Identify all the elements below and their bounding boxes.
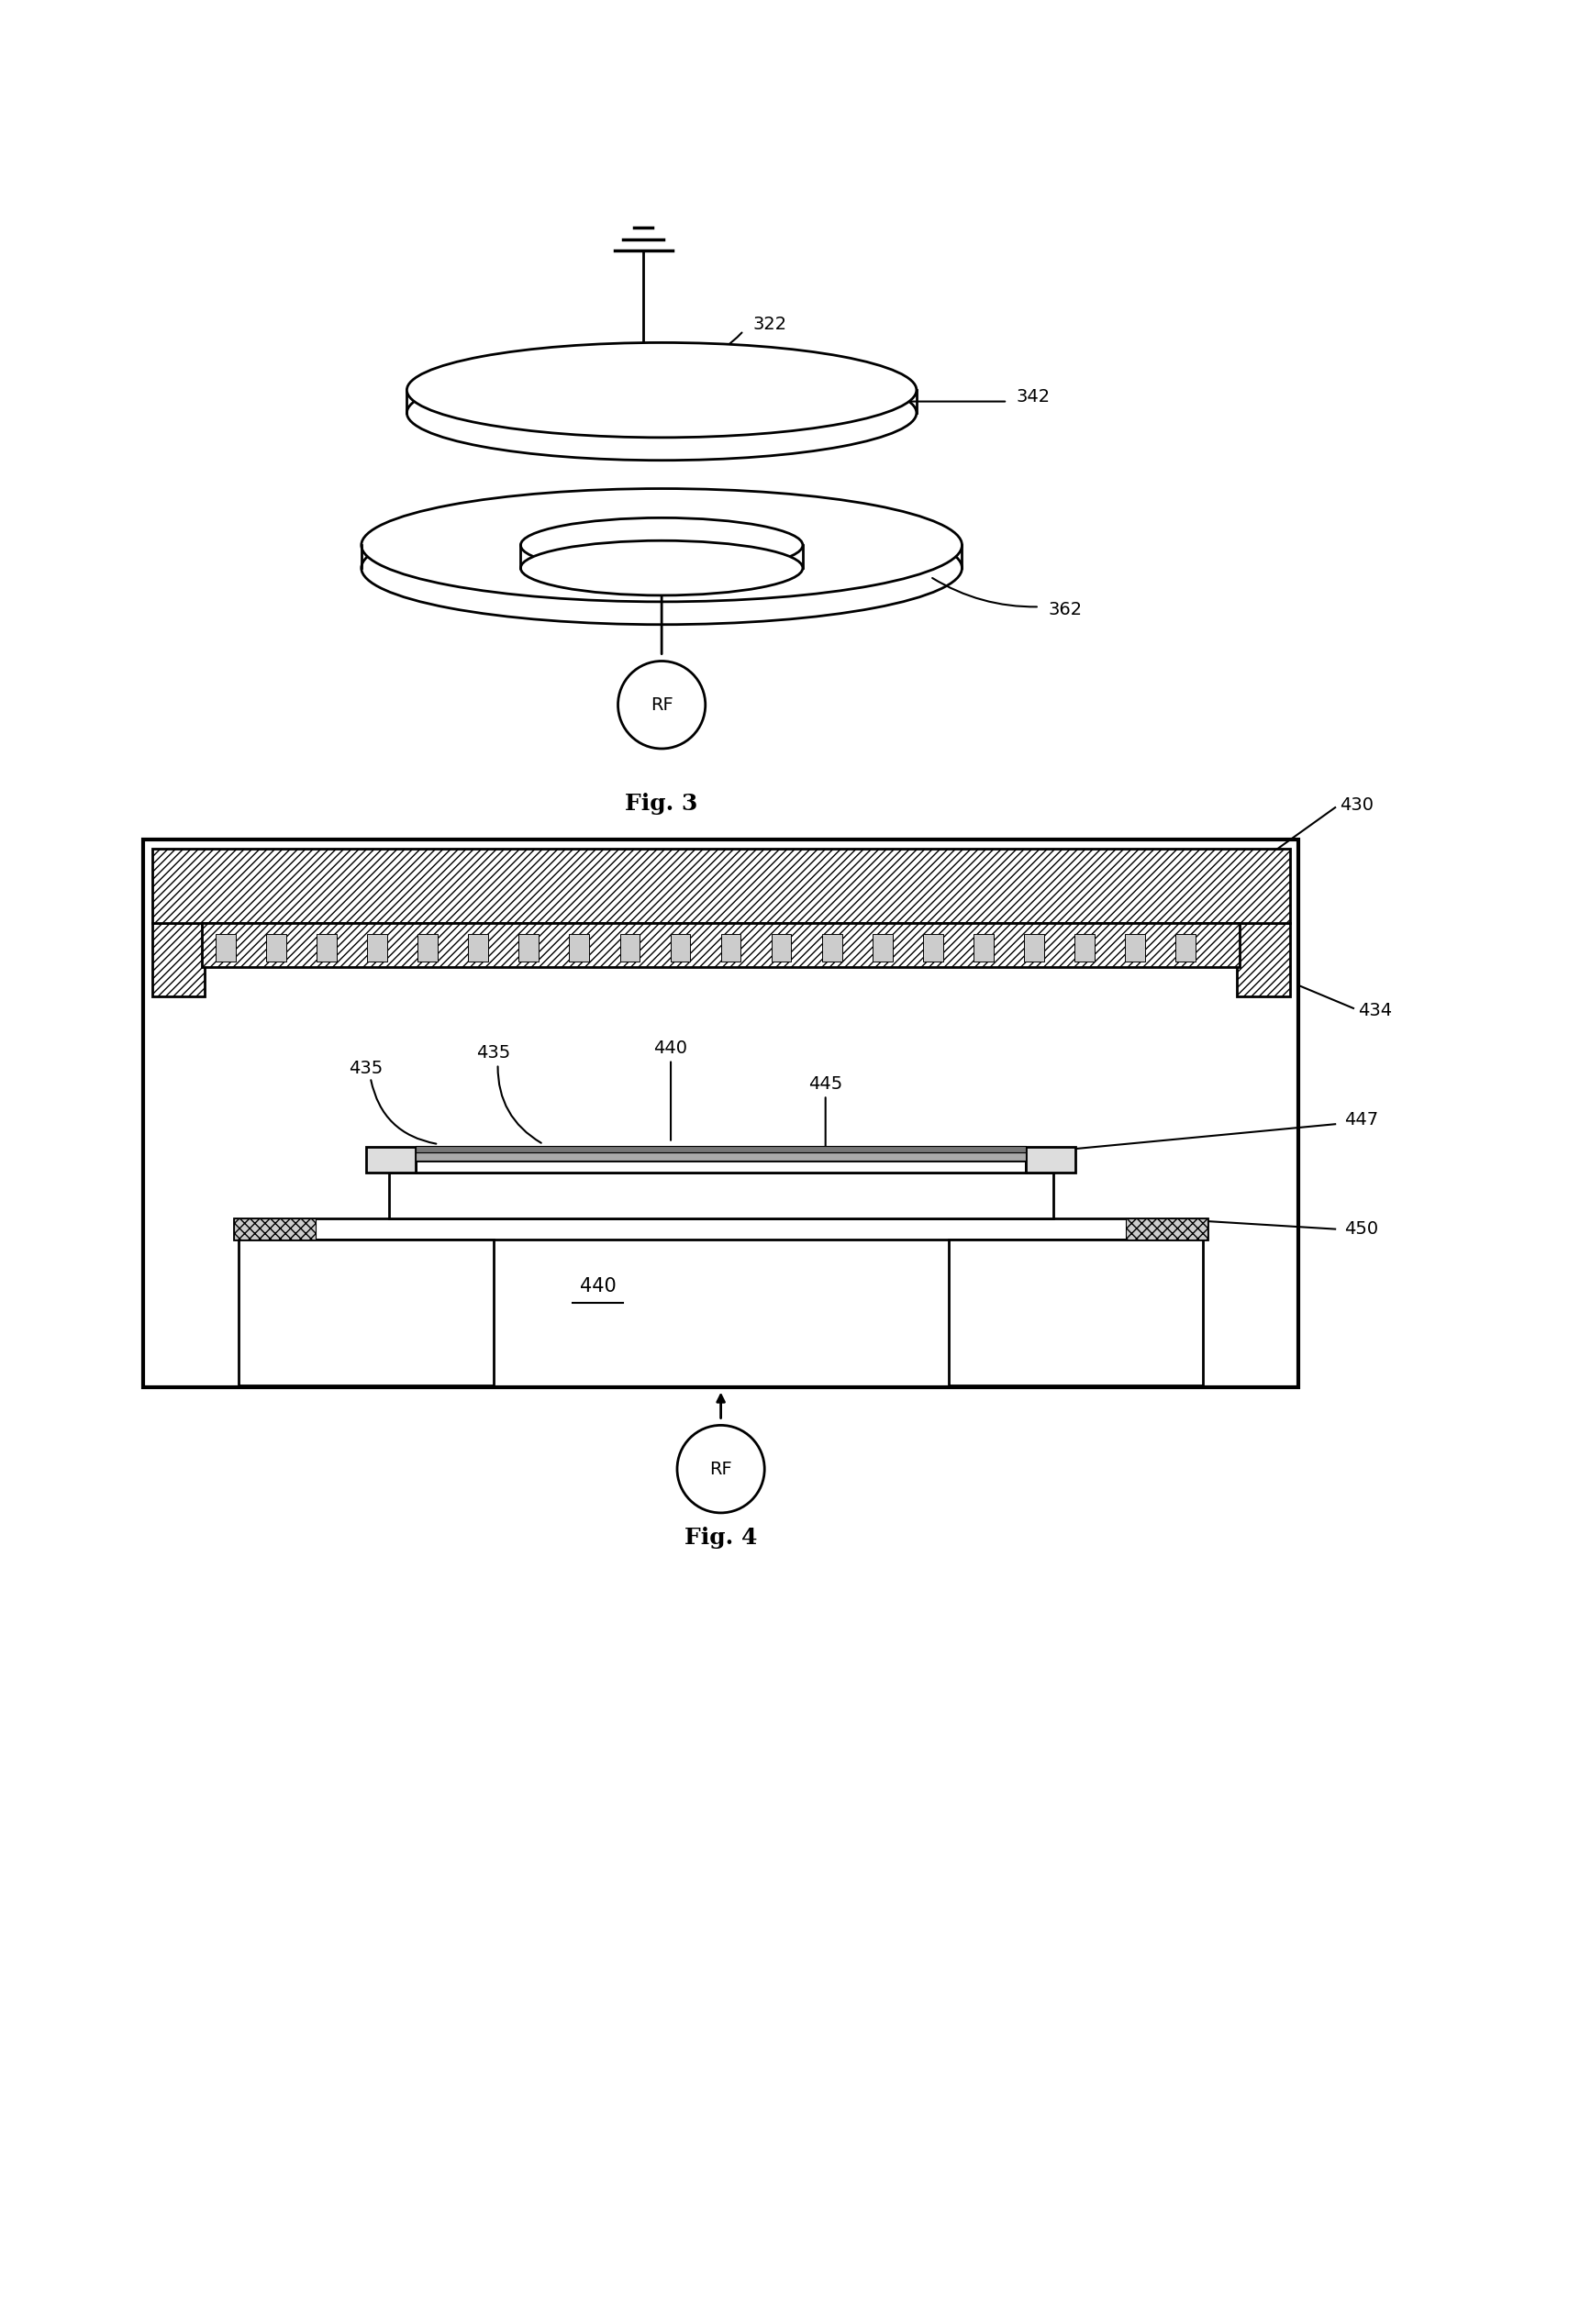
Bar — [973, 934, 994, 962]
Bar — [234, 1218, 316, 1239]
Text: RF: RF — [709, 1459, 732, 1478]
Bar — [771, 934, 792, 962]
Bar — [670, 934, 690, 962]
Bar — [367, 1148, 416, 1174]
Bar — [948, 1239, 1204, 1385]
Ellipse shape — [520, 518, 803, 572]
Text: Fig. 3: Fig. 3 — [626, 792, 698, 813]
Text: 435: 435 — [476, 1043, 510, 1062]
Bar — [1237, 923, 1289, 997]
Ellipse shape — [520, 541, 803, 595]
Bar — [1024, 934, 1044, 962]
Bar — [417, 934, 438, 962]
Bar — [316, 934, 337, 962]
Bar — [416, 1153, 1025, 1160]
Text: 445: 445 — [809, 1076, 842, 1092]
Bar — [216, 934, 235, 962]
Text: RF: RF — [651, 697, 673, 713]
Bar — [720, 934, 741, 962]
Bar — [872, 934, 893, 962]
Bar — [1025, 1148, 1076, 1174]
Bar — [822, 934, 842, 962]
Bar — [202, 923, 1240, 967]
Bar — [468, 934, 488, 962]
Bar — [1125, 934, 1145, 962]
Text: 440: 440 — [654, 1039, 687, 1057]
Ellipse shape — [406, 365, 916, 460]
Bar — [619, 934, 640, 962]
Text: 440: 440 — [580, 1278, 616, 1297]
Text: 450: 450 — [1345, 1220, 1378, 1239]
Bar — [142, 839, 1299, 1387]
Bar — [367, 934, 387, 962]
Text: 342: 342 — [1016, 388, 1051, 407]
Bar — [1074, 934, 1095, 962]
Bar — [239, 1239, 493, 1385]
Circle shape — [618, 660, 705, 748]
Text: Fig. 4: Fig. 4 — [684, 1527, 757, 1548]
Text: 435: 435 — [349, 1060, 382, 1078]
Bar — [569, 934, 589, 962]
Text: 434: 434 — [1357, 1002, 1392, 1020]
Ellipse shape — [362, 511, 962, 625]
Bar — [1176, 934, 1196, 962]
Bar — [518, 934, 539, 962]
Bar — [1127, 1218, 1207, 1239]
Ellipse shape — [362, 488, 962, 602]
Ellipse shape — [406, 342, 916, 437]
Text: 430: 430 — [1340, 797, 1373, 813]
Text: 322: 322 — [752, 316, 787, 332]
Bar — [389, 1174, 1052, 1218]
Bar — [152, 923, 205, 997]
Bar — [234, 1218, 1207, 1239]
Text: 447: 447 — [1345, 1111, 1378, 1127]
Bar — [265, 934, 286, 962]
Text: 362: 362 — [1049, 602, 1082, 618]
Circle shape — [678, 1425, 765, 1513]
Bar — [416, 1160, 1025, 1174]
Bar — [416, 1146, 1025, 1153]
Bar — [923, 934, 943, 962]
Bar — [152, 848, 1289, 923]
